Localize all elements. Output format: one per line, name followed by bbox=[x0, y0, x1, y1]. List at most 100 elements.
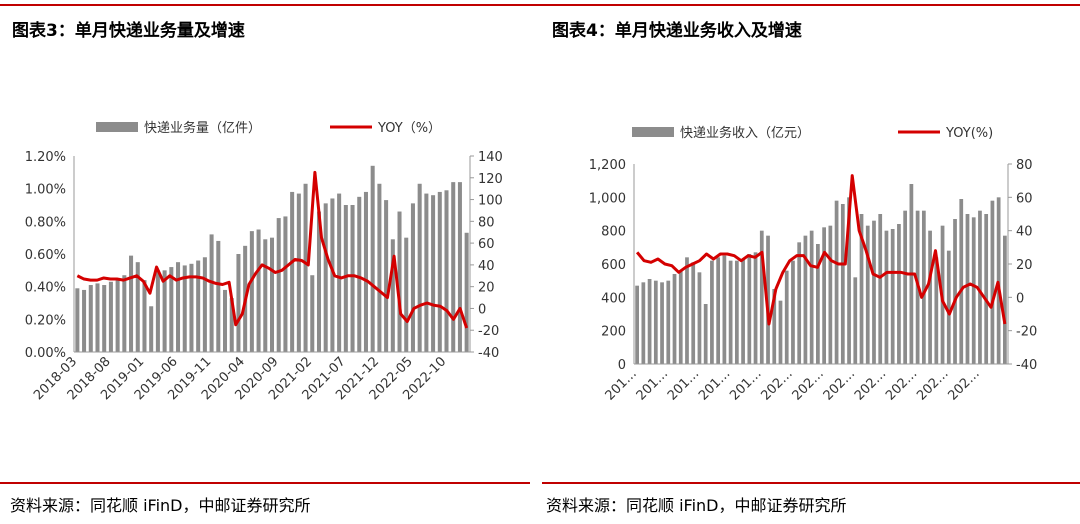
right-axis-tick-label: 60 bbox=[478, 237, 495, 252]
volume-bar bbox=[135, 262, 140, 352]
volume-bar bbox=[410, 203, 415, 352]
volume-bar bbox=[316, 211, 321, 352]
left-axis-tick-label: 1.20% bbox=[25, 150, 66, 165]
right-axis-tick-label: -20 bbox=[478, 324, 499, 339]
volume-bar bbox=[809, 230, 814, 364]
legend-bar-label: 快递业务量（亿件） bbox=[144, 120, 261, 136]
volume-bar bbox=[710, 260, 714, 364]
volume-bar bbox=[122, 275, 127, 352]
volume-bar bbox=[759, 230, 764, 364]
volume-bar bbox=[722, 255, 727, 364]
volume-bar bbox=[115, 278, 120, 352]
left-axis-tick-label: 600 bbox=[601, 258, 626, 273]
volume-bar bbox=[672, 274, 677, 364]
volume-bar bbox=[102, 285, 107, 352]
right-axis-tick-label: 40 bbox=[1016, 225, 1033, 240]
volume-bar bbox=[934, 257, 939, 364]
right-axis-tick-label: 100 bbox=[478, 194, 503, 209]
volume-bar bbox=[263, 239, 268, 352]
yoy-line bbox=[76, 170, 469, 329]
volume-bar bbox=[928, 230, 932, 364]
volume-bar bbox=[678, 270, 683, 364]
right-axis-tick-label: 20 bbox=[1016, 258, 1033, 273]
volume-bar bbox=[451, 182, 456, 352]
volume-bar bbox=[310, 275, 315, 352]
volume-bar bbox=[691, 262, 696, 364]
volume-bar bbox=[978, 210, 982, 364]
right-axis-tick-label: 40 bbox=[478, 259, 495, 274]
volume-bar bbox=[847, 197, 851, 364]
volume-bar bbox=[953, 219, 957, 364]
right-axis-tick-label: -40 bbox=[478, 346, 499, 361]
volume-bar bbox=[236, 254, 241, 352]
volume-bar bbox=[229, 298, 234, 352]
left-axis-tick-label: 800 bbox=[601, 225, 626, 240]
volume-bar bbox=[772, 289, 777, 364]
x-axis-tick-label: 202… bbox=[945, 366, 982, 403]
x-axis-tick-label: 202… bbox=[758, 366, 795, 403]
volume-bar bbox=[464, 232, 469, 352]
volume-bar bbox=[357, 196, 362, 352]
x-axis-tick-label: 202… bbox=[883, 366, 920, 403]
volume-bar bbox=[872, 220, 876, 364]
right-axis-tick-label: 60 bbox=[1016, 191, 1033, 206]
volume-bar bbox=[223, 289, 228, 352]
right-axis-tick-label: 80 bbox=[1016, 158, 1033, 173]
volume-bar bbox=[859, 214, 864, 364]
volume-bar bbox=[890, 229, 895, 364]
volume-bar bbox=[635, 285, 639, 364]
volume-bar bbox=[142, 280, 147, 352]
volume-bar bbox=[202, 257, 207, 352]
volume-bar bbox=[88, 285, 93, 352]
right-axis-tick-label: -20 bbox=[1016, 325, 1037, 340]
x-axis-tick-label: 201… bbox=[696, 366, 733, 403]
volume-bar bbox=[129, 255, 134, 352]
volume-bar bbox=[728, 260, 733, 364]
left-axis-tick-label: 0.80% bbox=[25, 215, 66, 230]
volume-bar bbox=[753, 252, 758, 364]
volume-bar bbox=[747, 254, 752, 364]
x-axis-tick-label: 202… bbox=[914, 366, 951, 403]
legend-bar-swatch bbox=[632, 127, 674, 137]
right-source-note: 资料来源：同花顺 iFinD，中邮证券研究所 bbox=[546, 496, 847, 515]
volume-bar bbox=[397, 211, 402, 352]
volume-bar bbox=[303, 183, 308, 352]
volume-bar bbox=[404, 237, 409, 352]
volume-bar bbox=[370, 165, 375, 352]
x-axis-tick-label: 201… bbox=[634, 366, 671, 403]
left-source-note: 资料来源：同花顺 iFinD，中邮证券研究所 bbox=[10, 496, 311, 515]
volume-bar bbox=[803, 235, 808, 364]
x-axis-tick-label: 201… bbox=[665, 366, 702, 403]
left-axis-tick-label: 1,200 bbox=[589, 158, 626, 173]
volume-bar bbox=[424, 193, 429, 352]
left-axis-tick-label: 1,000 bbox=[589, 191, 626, 206]
volume-bar bbox=[444, 190, 449, 352]
right-chart: 快递业务收入（亿元） YOY(%)02004006008001,0001,200-… bbox=[589, 125, 1037, 404]
x-axis-tick-label: 202… bbox=[821, 366, 858, 403]
right-axis-tick-label: 0 bbox=[1016, 291, 1024, 306]
volume-bar bbox=[276, 218, 281, 352]
volume-bar bbox=[256, 229, 261, 352]
volume-bar bbox=[269, 237, 275, 352]
volume-bar bbox=[734, 260, 739, 364]
volume-bar bbox=[363, 191, 368, 352]
volume-bar bbox=[337, 193, 342, 352]
right-axis-tick-label: 20 bbox=[478, 281, 495, 296]
volume-bar bbox=[946, 250, 951, 364]
volume-bar bbox=[647, 279, 652, 364]
left-axis-tick-label: 0.20% bbox=[25, 313, 66, 328]
volume-bar bbox=[176, 262, 181, 352]
left-axis-tick-label: 200 bbox=[601, 325, 626, 340]
volume-bar bbox=[155, 270, 160, 352]
volume-bar bbox=[884, 230, 889, 364]
volume-bar bbox=[196, 260, 201, 352]
volume-bar bbox=[162, 270, 167, 352]
legend-line-label: YOY（%） bbox=[377, 121, 441, 136]
volume-bar bbox=[283, 216, 288, 352]
volume-bar bbox=[741, 259, 745, 364]
right-axis-tick-label: 0 bbox=[478, 302, 486, 317]
volume-bar bbox=[290, 191, 295, 352]
volume-bar bbox=[840, 204, 845, 364]
top-divider bbox=[0, 4, 1080, 6]
volume-bar bbox=[697, 272, 702, 364]
